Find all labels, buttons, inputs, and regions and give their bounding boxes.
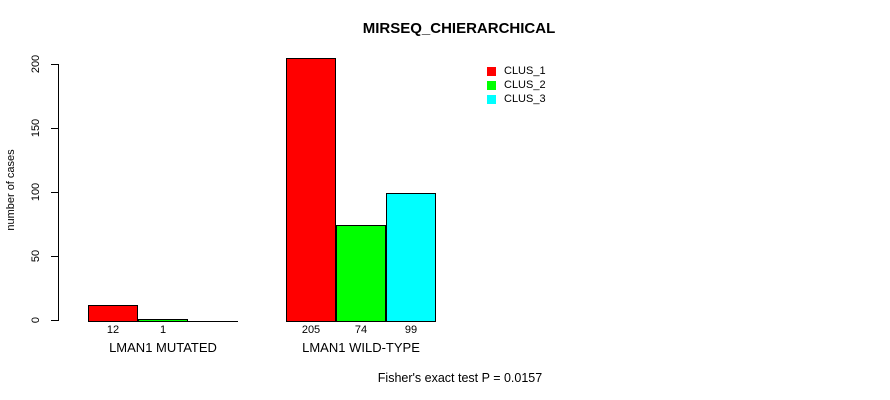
bar-value-lman1-mutated-clus-1: 12 (106, 324, 120, 336)
legend-label-clus-3: CLUS_3 (504, 93, 546, 105)
y-tick-label-0: 0 (30, 316, 42, 324)
legend-item-clus-3: CLUS_3 (487, 92, 546, 106)
legend-swatch-clus-1 (487, 66, 496, 76)
y-tick-mark-100 (51, 192, 58, 193)
y-tick-label-200: 200 (30, 54, 42, 74)
y-axis-line (58, 64, 59, 321)
chart-title: MIRSEQ_CHIERARCHICAL (362, 20, 556, 37)
legend-swatch-clus-3 (487, 94, 496, 104)
stat-annotation: Fisher's exact test P = 0.0157 (377, 371, 543, 385)
bar-value-lman1-wild-type-clus-1: 205 (301, 324, 321, 336)
bar-lman1-wild-type-clus-1 (286, 58, 336, 322)
legend: CLUS_1 CLUS_2 CLUS_3 (487, 64, 546, 106)
y-tick-label-100: 100 (30, 182, 42, 202)
y-tick-label-150: 150 (30, 118, 42, 138)
bar-lman1-mutated-clus-1 (88, 305, 138, 322)
y-tick-mark-50 (51, 256, 58, 257)
bar-value-lman1-wild-type-clus-3: 99 (404, 324, 418, 336)
y-tick-mark-150 (51, 128, 58, 129)
y-tick-mark-0 (51, 320, 58, 321)
bar-value-lman1-mutated-clus-2: 1 (159, 324, 167, 336)
legend-label-clus-2: CLUS_2 (504, 79, 546, 91)
category-label-lman1-mutated: LMAN1 MUTATED (109, 340, 217, 355)
bar-lman1-wild-type-clus-2 (336, 225, 386, 322)
bar-lman1-wild-type-clus-3 (386, 193, 436, 322)
bar-value-lman1-wild-type-clus-2: 74 (354, 324, 368, 336)
legend-swatch-clus-2 (487, 80, 496, 90)
legend-item-clus-2: CLUS_2 (487, 78, 546, 92)
y-tick-label-50: 50 (30, 249, 42, 263)
bar-lman1-mutated-clus-3 (188, 321, 238, 322)
category-label-lman1-wild-type: LMAN1 WILD-TYPE (302, 340, 420, 355)
legend-item-clus-1: CLUS_1 (487, 64, 546, 78)
y-tick-mark-200 (51, 64, 58, 65)
y-axis-label: number of cases (5, 149, 17, 231)
bar-lman1-mutated-clus-2 (138, 319, 188, 322)
legend-label-clus-1: CLUS_1 (504, 65, 546, 77)
